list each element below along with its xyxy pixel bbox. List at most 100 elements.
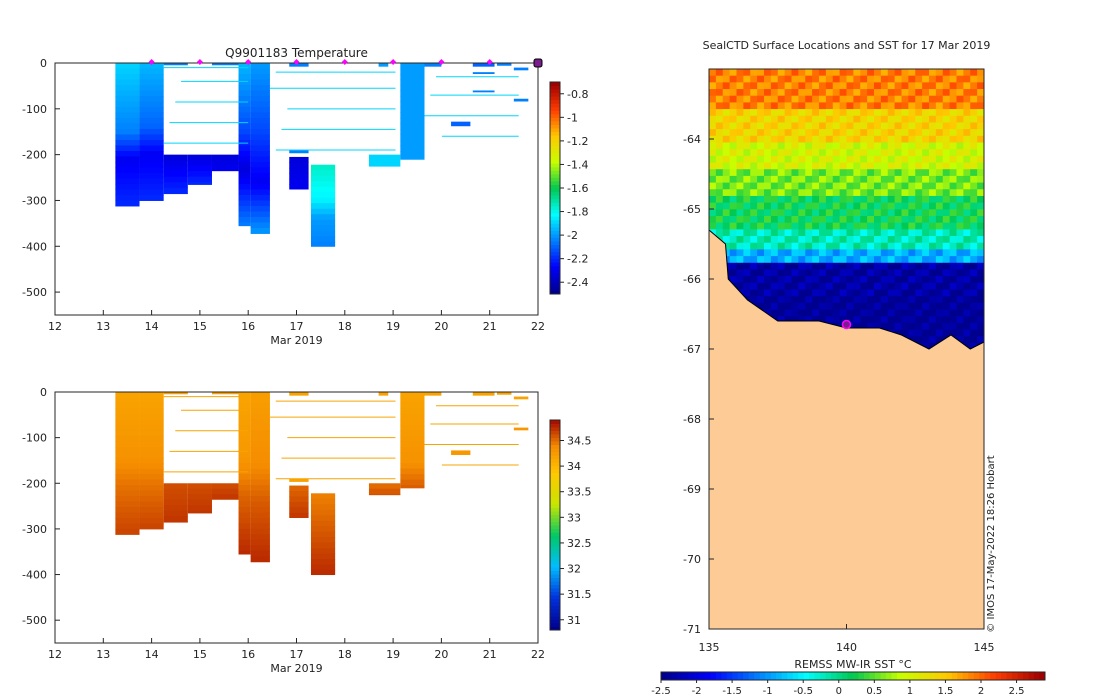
profile-cell: [115, 441, 140, 448]
colorbar-tick-label: 34: [567, 460, 581, 473]
profile-cell: [238, 106, 251, 113]
sst-cell: [922, 209, 930, 217]
sst-cell: [853, 149, 861, 157]
sst-cell: [825, 216, 834, 224]
sst-cell: [935, 209, 944, 217]
profile-segment: [513, 67, 529, 71]
sst-cell: [750, 149, 758, 157]
sst-cell: [853, 276, 861, 284]
sst-cell: [722, 169, 731, 177]
profile-cell: [139, 172, 164, 179]
profile-cell: [250, 550, 270, 557]
sst-cell: [791, 296, 799, 304]
sst-cell: [784, 109, 792, 117]
colorbar-cell: [792, 672, 799, 680]
sst-cell: [894, 75, 902, 83]
sst-cell: [887, 189, 896, 197]
sst-cell: [949, 282, 957, 290]
sst-cell: [736, 102, 744, 110]
sst-cell: [839, 169, 847, 177]
sst-cell: [798, 115, 806, 123]
profile-cell: [115, 512, 140, 519]
sst-cell: [743, 129, 751, 137]
sst-cell: [784, 236, 792, 244]
sst-cell: [757, 75, 765, 83]
profile-cell: [310, 504, 336, 511]
colorbar-cell: [929, 672, 936, 680]
profile-cell: [250, 79, 270, 86]
sst-cell: [908, 75, 916, 83]
sst-cell: [839, 309, 847, 317]
sst-cell: [867, 142, 875, 150]
sst-cell: [736, 142, 744, 150]
sst-cell: [942, 102, 951, 110]
sst-cell: [901, 216, 909, 224]
profile-cell: [163, 182, 188, 189]
sst-cell: [949, 309, 957, 317]
sst-cell: [770, 182, 779, 190]
sst-cell: [915, 249, 923, 257]
sst-cell: [729, 209, 737, 217]
sst-cell: [777, 69, 786, 77]
sst-cell: [887, 195, 896, 204]
colorbar-cell: [550, 262, 560, 267]
profile-segment: [289, 478, 309, 482]
sst-cell: [722, 209, 731, 217]
colorbar-cell: [550, 423, 560, 428]
sst-cell: [784, 149, 792, 157]
profile-cell: [238, 539, 251, 546]
surface-marker: [486, 59, 493, 65]
profile-cell: [115, 156, 140, 163]
profile-cell: [163, 499, 188, 506]
sst-cell: [867, 289, 875, 297]
sst-cell: [715, 162, 724, 170]
sst-cell: [750, 82, 758, 90]
sst-cell: [922, 249, 930, 257]
profile-cell: [115, 189, 140, 196]
colorbar-cell: [550, 159, 560, 164]
sst-cell: [846, 282, 854, 290]
sst-cell: [832, 209, 841, 217]
sst-cell: [729, 82, 737, 90]
sst-cell: [894, 142, 902, 150]
profile-cell: [115, 90, 140, 97]
sst-cell: [874, 129, 882, 137]
sst-cell: [935, 189, 944, 197]
sst-cell: [798, 256, 806, 264]
profile-cell: [115, 145, 140, 152]
colorbar-cell: [550, 230, 560, 235]
profile-cell: [250, 112, 270, 119]
colorbar-tick-label: -1.8: [567, 206, 588, 219]
sst-cell: [764, 122, 772, 130]
sst-cell: [949, 262, 957, 270]
x-axis-label: Mar 2019: [270, 334, 322, 347]
sst-cell: [709, 222, 717, 230]
sst-cell: [977, 242, 985, 250]
sst-cell: [722, 82, 731, 90]
sst-cell: [750, 189, 758, 197]
sst-cell: [791, 282, 799, 290]
profile-cell: [400, 63, 425, 69]
sst-cell: [832, 109, 841, 117]
sst-cell: [784, 296, 792, 304]
colorbar-cell: [550, 149, 560, 154]
sst-cell: [839, 109, 847, 117]
sst-cell: [963, 89, 971, 97]
sst-cell: [722, 89, 731, 97]
sst-cell: [922, 189, 930, 197]
sst-cell: [915, 169, 923, 177]
panel-title: Q9901183 Temperature: [225, 46, 368, 60]
sst-cell: [846, 102, 854, 110]
colorbar-cell: [891, 672, 898, 680]
profile-cell: [250, 123, 270, 130]
profile-segment: [211, 63, 239, 66]
sst-cell: [956, 269, 964, 277]
sst-cell: [887, 269, 896, 277]
colorbar-cell: [732, 672, 739, 680]
colorbar-cell: [550, 202, 560, 207]
sst-cell: [846, 269, 854, 277]
sst-cell: [908, 155, 916, 164]
sst-cell: [929, 316, 937, 324]
profile-cell: [250, 441, 270, 448]
sst-cell: [736, 155, 744, 164]
